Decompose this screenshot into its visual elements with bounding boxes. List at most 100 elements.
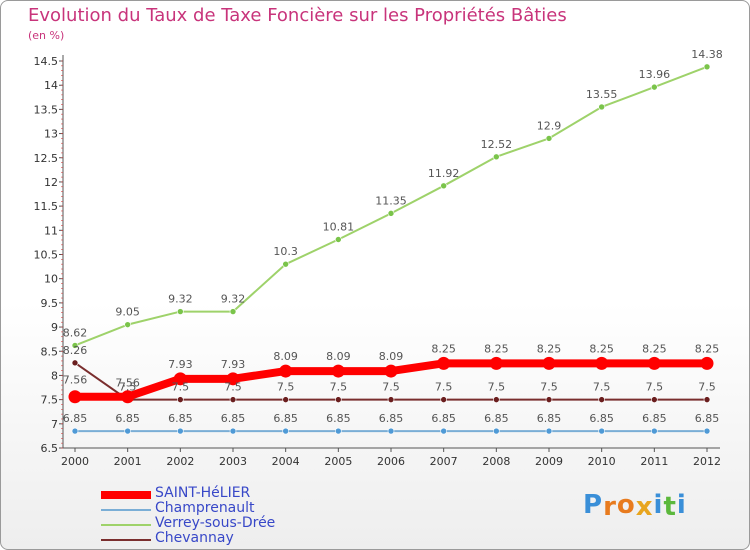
legend-swatch-verrey-sous-dree [101, 524, 151, 526]
data-point-chevannay [71, 359, 79, 367]
data-label-champrenault: 6.85 [589, 412, 614, 425]
legend-label-champrenault: Champrenault [155, 500, 255, 516]
data-point-chevannay [545, 396, 553, 403]
data-label-verrey-sous-dree: 13.55 [586, 88, 618, 101]
data-point-verrey-sous-dree [545, 135, 553, 142]
x-tick-label: 2004 [272, 455, 300, 468]
chart-title: Evolution du Taux de Taxe Foncière sur l… [28, 5, 567, 26]
legend-label-saint-helier: SAINT-HéLIER [155, 485, 251, 501]
logo-letter: P [583, 490, 604, 520]
data-label-verrey-sous-dree: 12.52 [481, 138, 513, 151]
data-point-saint-helier [542, 356, 556, 370]
data-label-chevannay: 7.5 [330, 381, 348, 394]
y-tick-label: 11 [44, 224, 58, 237]
data-label-champrenault: 6.85 [63, 412, 88, 425]
data-label-verrey-sous-dree: 11.35 [375, 194, 407, 207]
logo-letter: i [653, 490, 664, 520]
data-label-champrenault: 6.85 [484, 412, 509, 425]
data-label-verrey-sous-dree: 9.32 [221, 293, 246, 306]
legend-label-chevannay: Chevannay [155, 530, 234, 546]
x-tick-label: 2003 [219, 455, 247, 468]
data-point-champrenault [387, 427, 395, 435]
data-label-verrey-sous-dree: 13.96 [639, 68, 671, 81]
data-label-champrenault: 6.85 [273, 412, 298, 425]
data-point-champrenault [124, 427, 131, 435]
data-point-champrenault [440, 427, 447, 435]
x-tick-label: 2008 [482, 455, 510, 468]
data-point-chevannay [387, 396, 395, 403]
data-point-chevannay [177, 396, 184, 403]
x-tick-label: 2009 [535, 455, 563, 468]
data-point-chevannay [440, 396, 447, 403]
y-tick-label: 6.5 [41, 442, 59, 455]
y-tick-label: 8.5 [41, 345, 59, 358]
data-point-verrey-sous-dree [703, 63, 711, 71]
data-label-champrenault: 6.85 [379, 412, 404, 425]
data-label-chevannay: 7.5 [382, 381, 400, 394]
data-point-saint-helier [331, 364, 345, 378]
data-point-verrey-sous-dree [651, 83, 658, 91]
data-point-saint-helier [173, 372, 187, 386]
logo-letter: r [603, 492, 617, 522]
data-point-verrey-sous-dree [493, 153, 500, 161]
y-tick-label: 14 [44, 79, 58, 92]
data-label-verrey-sous-dree: 9.05 [115, 306, 140, 319]
logo-letter: i [676, 490, 687, 520]
data-label-chevannay: 7.5 [698, 381, 716, 394]
y-tick-label: 9.5 [41, 297, 59, 310]
data-label-saint-helier: 8.09 [326, 350, 351, 363]
data-point-verrey-sous-dree [124, 321, 131, 328]
y-tick-label: 7 [51, 418, 58, 431]
data-point-chevannay [651, 396, 658, 403]
data-label-chevannay: 7.5 [119, 381, 137, 394]
y-tick-label: 9 [51, 321, 58, 334]
y-tick-label: 12 [44, 176, 58, 189]
data-point-champrenault [651, 427, 658, 435]
data-point-saint-helier [489, 356, 503, 370]
legend-label-verrey-sous-dree: Verrey-sous-Drée [155, 515, 276, 531]
x-tick-label: 2011 [640, 455, 668, 468]
data-label-saint-helier: 8.25 [484, 342, 509, 355]
data-label-saint-helier: 7.56 [63, 374, 88, 387]
x-tick-label: 2000 [61, 455, 89, 468]
x-tick-label: 2006 [377, 455, 405, 468]
data-label-saint-helier: 7.56 [115, 377, 140, 390]
proxiti-logo: Proxiti [583, 490, 687, 522]
data-point-saint-helier [279, 364, 293, 378]
data-label-saint-helier: 7.93 [168, 358, 193, 371]
data-label-champrenault: 6.85 [695, 412, 720, 425]
data-point-verrey-sous-dree [440, 182, 447, 190]
logo-letter: t [663, 492, 677, 522]
data-point-verrey-sous-dree [387, 210, 395, 217]
data-label-champrenault: 6.85 [115, 412, 140, 425]
data-point-verrey-sous-dree [229, 308, 237, 315]
data-point-champrenault [177, 427, 184, 435]
data-point-champrenault [335, 427, 342, 435]
data-point-champrenault [71, 427, 79, 435]
y-tick-label: 11.5 [34, 200, 59, 213]
data-label-saint-helier: 8.25 [431, 342, 456, 355]
y-tick-label: 13 [44, 128, 58, 141]
data-point-verrey-sous-dree [282, 260, 289, 268]
data-point-chevannay [493, 396, 500, 403]
x-tick-label: 2002 [166, 455, 194, 468]
data-label-verrey-sous-dree: 9.32 [168, 293, 193, 306]
data-label-champrenault: 6.85 [221, 412, 246, 425]
data-point-saint-helier [700, 356, 714, 370]
data-point-chevannay [703, 396, 711, 403]
y-tick-label: 10.5 [34, 249, 59, 262]
legend-swatch-chevannay [101, 539, 151, 541]
legend-swatch-saint-helier [101, 491, 151, 499]
data-point-saint-helier [384, 364, 398, 378]
data-label-chevannay: 7.5 [172, 381, 190, 394]
data-label-champrenault: 6.85 [168, 412, 193, 425]
data-label-champrenault: 6.85 [326, 412, 351, 425]
data-point-verrey-sous-dree [71, 342, 79, 349]
data-point-champrenault [545, 427, 553, 435]
data-label-verrey-sous-dree: 14.38 [691, 48, 723, 61]
data-label-saint-helier: 8.09 [273, 350, 298, 363]
data-label-chevannay: 7.5 [593, 381, 611, 394]
data-point-verrey-sous-dree [335, 236, 342, 243]
